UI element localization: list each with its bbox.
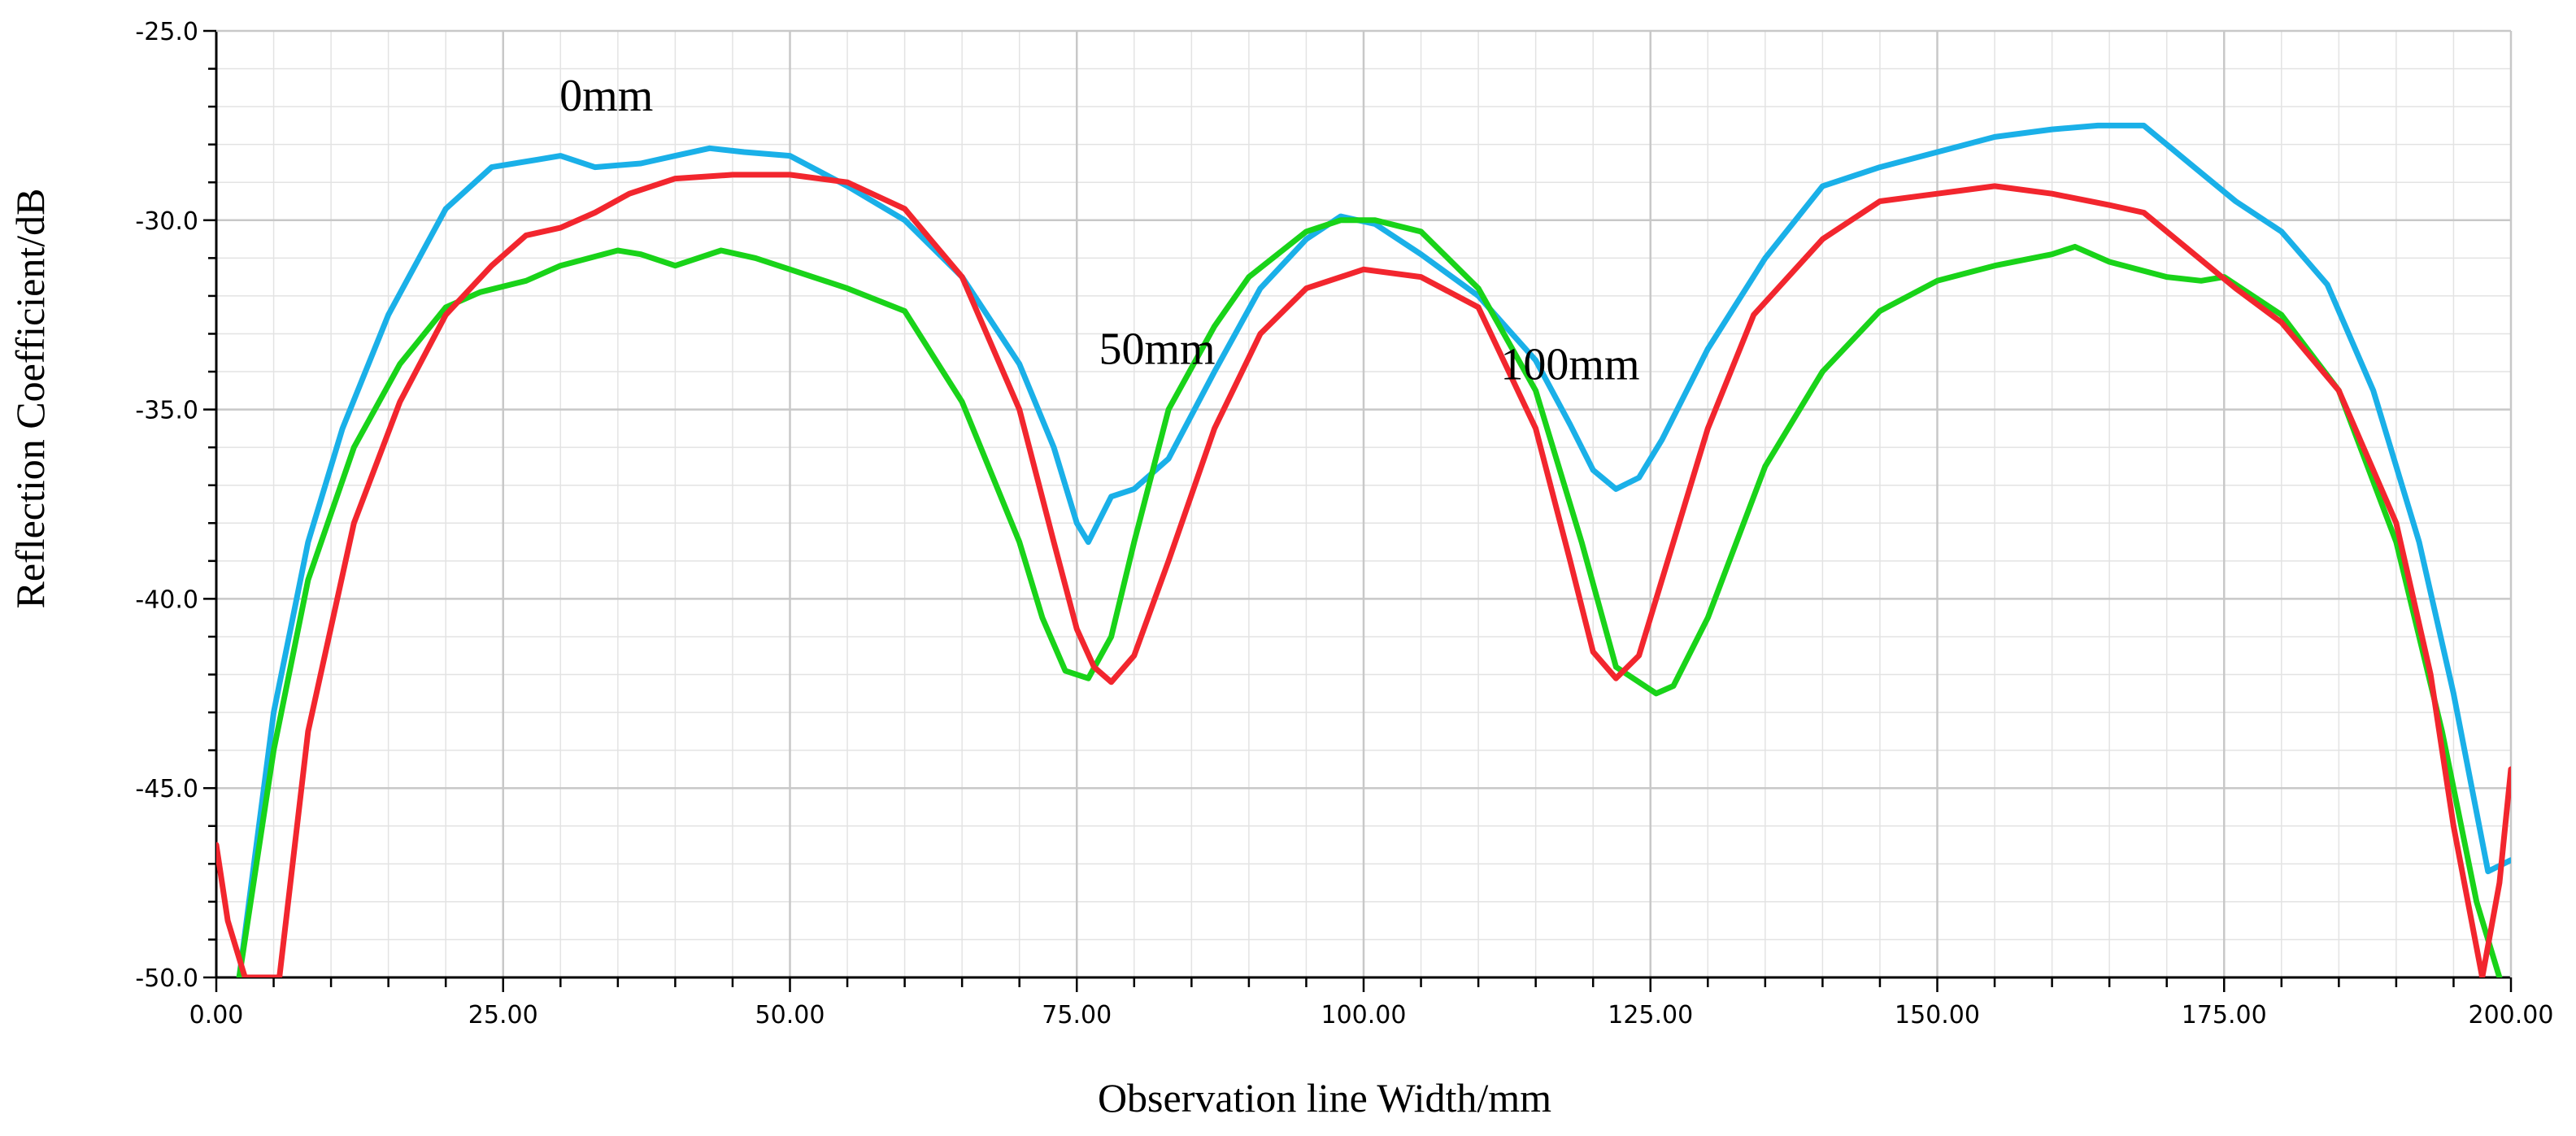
series-line-50mm — [236, 217, 2503, 977]
x-axis-ticks: 0.00 25.00 50.00 75.00 100.00 125.00 150.00 175… — [189, 977, 2554, 1029]
x-axis-title: Observation line Width/mm — [1098, 1075, 1551, 1121]
series-lines — [216, 122, 2511, 977]
x-tick-label: 200.00 — [2469, 1001, 2554, 1029]
y-tick-label: -40.0 — [135, 585, 198, 614]
series-labels: 0mm 50mm 100mm — [559, 71, 1639, 390]
series-line-100mm — [216, 172, 2511, 977]
x-tick-label: 175.00 — [2182, 1001, 2267, 1029]
x-tick-label: 50.00 — [755, 1001, 825, 1029]
y-axis-title: Reflection Coefficient/dB — [7, 189, 53, 609]
y-tick-label: -45.0 — [135, 775, 198, 803]
series-label-50mm: 50mm — [1099, 324, 1215, 375]
x-tick-label: 75.00 — [1042, 1001, 1112, 1029]
x-tick-label: 150.00 — [1895, 1001, 1980, 1029]
series-label-0mm: 0mm — [559, 71, 653, 121]
x-tick-label: 0.00 — [189, 1001, 244, 1029]
y-tick-label: -30.0 — [135, 207, 198, 236]
x-tick-label: 100.00 — [1321, 1001, 1407, 1029]
y-axis-ticks: -25.0 -30.0 -35.0 -40.0 -45.0 -50.0 — [135, 18, 216, 993]
y-tick-label: -25.0 — [135, 18, 198, 46]
x-tick-label: 25.00 — [468, 1001, 538, 1029]
axes — [215, 29, 2513, 979]
x-tick-label: 125.00 — [1608, 1001, 1693, 1029]
y-tick-label: -35.0 — [135, 397, 198, 425]
y-tick-label: -50.0 — [135, 964, 198, 993]
series-label-100mm: 100mm — [1500, 339, 1639, 390]
